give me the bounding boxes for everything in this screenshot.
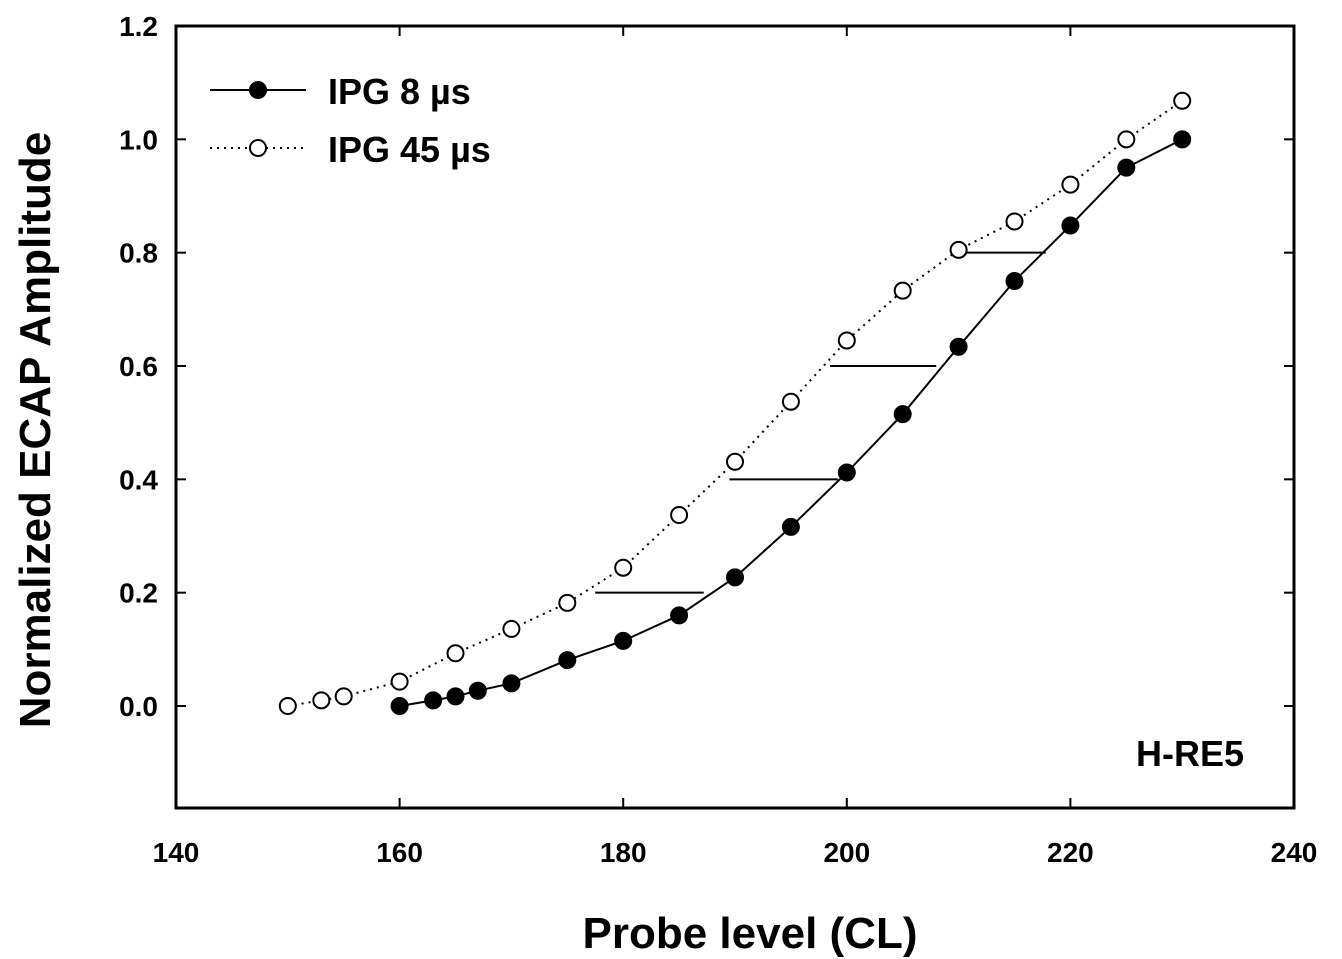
data-point: [446, 687, 465, 706]
series-0: [390, 130, 1192, 715]
data-point: [1005, 212, 1024, 231]
x-tick-label: 200: [823, 837, 870, 868]
data-point: [1005, 272, 1024, 290]
y-tick-label: 0.8: [119, 238, 158, 269]
legend-marker-ipg-8: [249, 81, 267, 99]
x-tick-label: 220: [1047, 837, 1094, 868]
data-point: [670, 606, 689, 625]
y-tick-label: 0.0: [119, 691, 158, 722]
data-point: [781, 517, 800, 536]
data-point: [949, 337, 968, 356]
data-point: [670, 506, 689, 525]
y-tick-label: 1.2: [119, 11, 158, 42]
legend: IPG 8 µs IPG 45 µs: [210, 71, 491, 170]
data-point: [837, 331, 856, 350]
x-tick-label: 240: [1271, 837, 1318, 868]
series-1: [278, 91, 1192, 715]
data-point: [558, 593, 577, 612]
series-line: [287, 99, 1183, 707]
data-point: [893, 281, 912, 300]
legend-marker-ipg-45: [249, 139, 267, 157]
data-point: [502, 674, 521, 693]
horizontal-segments: [595, 251, 1046, 594]
data-point: [1117, 130, 1136, 149]
data-point: [312, 691, 331, 710]
x-axis-title: Probe level (CL): [583, 909, 918, 958]
data-point: [558, 651, 577, 670]
data-point: [726, 568, 744, 587]
x-tick-label: 160: [376, 837, 423, 868]
legend-label-ipg-45: IPG 45 µs: [328, 129, 491, 170]
x-tick-label: 140: [153, 837, 200, 868]
data-point: [1061, 175, 1080, 194]
data-point: [1117, 158, 1136, 177]
data-point: [390, 672, 409, 691]
data-point: [1173, 130, 1192, 149]
data-point: [1173, 91, 1192, 110]
data-point: [424, 691, 443, 710]
data-point: [334, 687, 353, 706]
plot-frame: [174, 24, 1296, 810]
series-layer: [278, 91, 1192, 715]
y-tick-label: 0.6: [119, 351, 158, 382]
data-point: [468, 681, 487, 700]
panel-annotation: H-RE5: [1136, 733, 1244, 774]
axis-ticks: 140 160 180 200 220 240 0.0 0.2 0.4 0.6 0.8 1.0 1.2: [119, 11, 1317, 868]
y-axis-title: Normalized ECAP Amplitude: [11, 132, 60, 729]
data-point: [726, 452, 744, 471]
data-point: [1061, 216, 1080, 235]
data-point: [390, 697, 409, 715]
data-point: [893, 405, 912, 424]
y-tick-label: 0.4: [119, 464, 158, 495]
data-point: [446, 644, 465, 663]
data-point: [278, 697, 297, 715]
data-point: [837, 463, 856, 482]
data-point: [949, 240, 968, 259]
data-point: [614, 558, 633, 577]
data-point: [502, 619, 521, 638]
data-point: [781, 392, 800, 411]
y-tick-label: 1.0: [119, 124, 158, 155]
data-point: [614, 631, 633, 650]
y-tick-label: 0.2: [119, 578, 158, 609]
x-tick-label: 180: [600, 837, 647, 868]
legend-label-ipg-8: IPG 8 µs: [328, 71, 471, 112]
